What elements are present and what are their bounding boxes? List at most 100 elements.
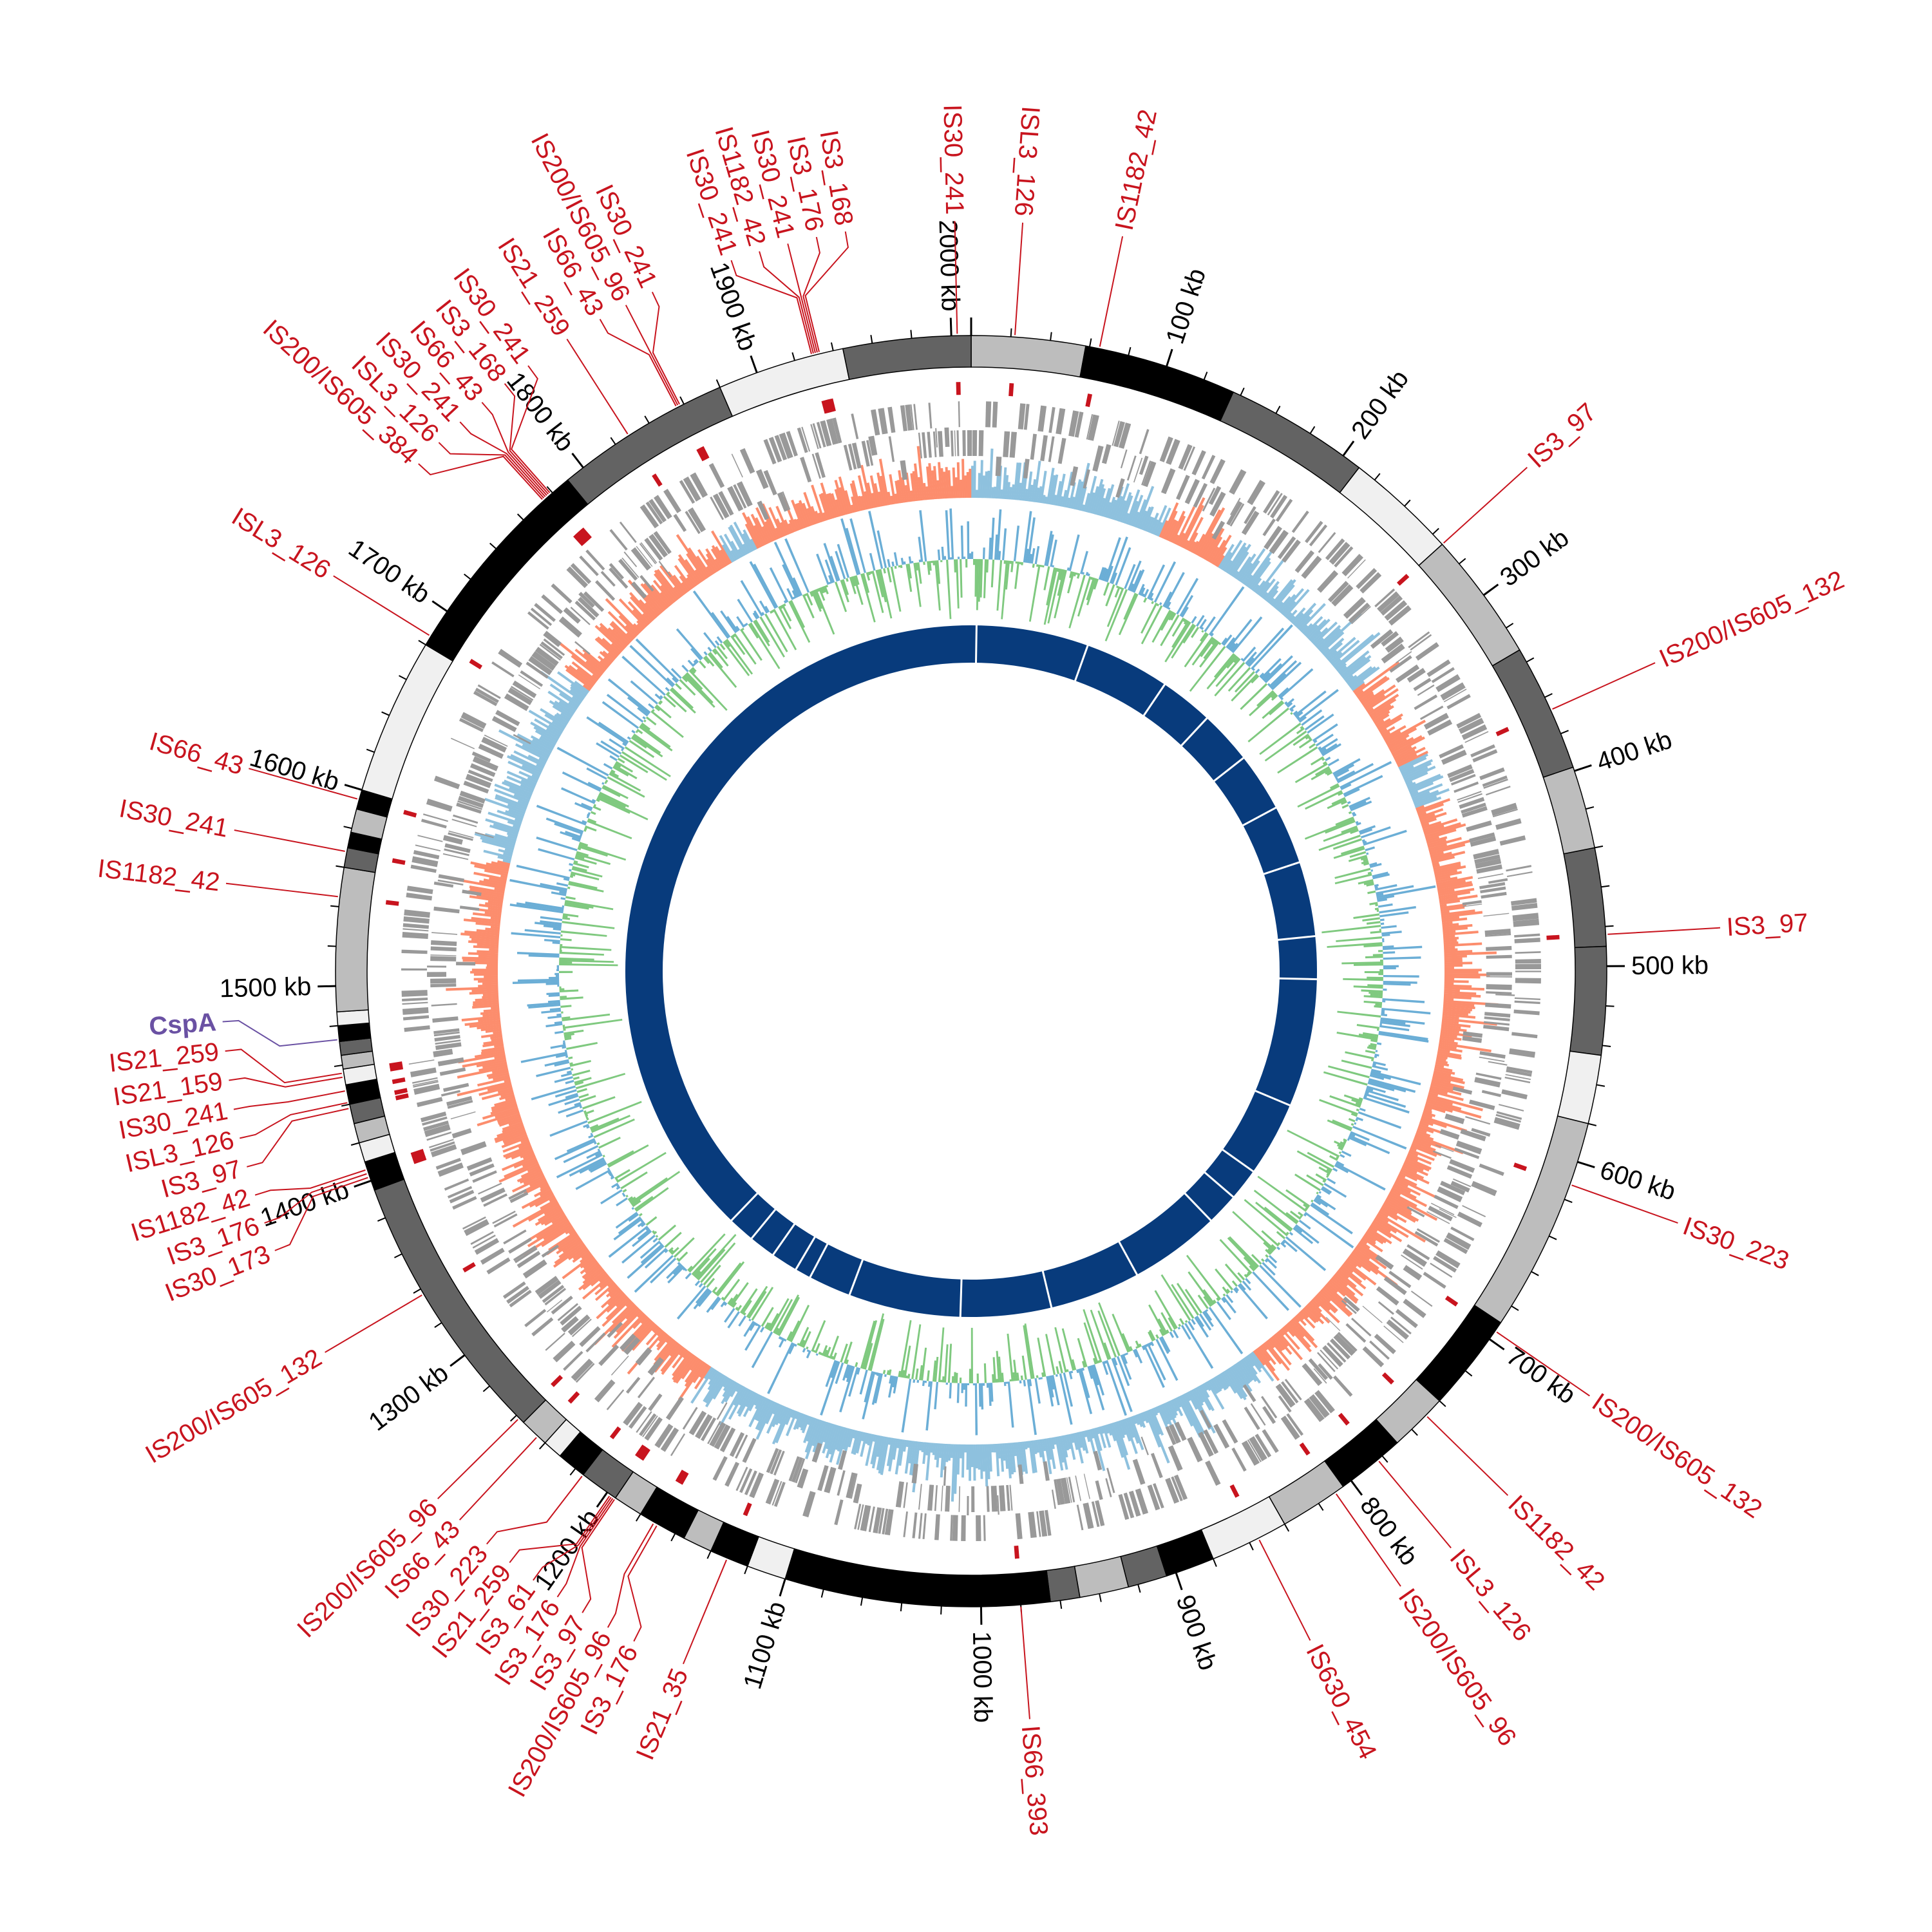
gc-content-bar — [1259, 672, 1265, 678]
gc-skew-positive — [772, 1405, 784, 1428]
gc-content-bar — [978, 559, 981, 602]
gc-skew-positive — [1287, 609, 1298, 621]
gc-content-bar — [849, 576, 857, 594]
gc-skew-negative — [568, 665, 595, 686]
gc-content-bar — [688, 669, 728, 711]
gene-feature — [402, 1001, 428, 1005]
gc-content-bar — [1318, 738, 1338, 752]
gc-skew-negative — [486, 862, 509, 870]
gc-content-bar — [724, 639, 731, 648]
gc-skew-negative — [591, 1272, 607, 1287]
gc-content-bar — [1271, 693, 1277, 699]
gc-skew-negative — [1191, 540, 1199, 553]
gc-skew-negative — [489, 877, 507, 883]
gene-feature — [539, 643, 562, 661]
gc-content-bar — [759, 1327, 765, 1333]
gene-feature — [504, 693, 529, 712]
gc-skew-negative — [869, 475, 879, 507]
contig-divider — [1263, 861, 1301, 875]
gc-skew-negative — [1167, 520, 1179, 542]
gene-feature — [729, 1432, 745, 1457]
gc-skew-negative — [468, 940, 499, 945]
gc-skew-positive — [1247, 1354, 1262, 1373]
gc-content-bar — [1242, 646, 1256, 662]
gc-content-bar — [898, 565, 901, 568]
gc-content-bar — [851, 576, 857, 587]
gene-feature — [1443, 688, 1467, 703]
gc-skew-negative — [1214, 547, 1227, 567]
gc-skew-negative — [1375, 1216, 1409, 1238]
gc-skew-negative — [857, 495, 864, 511]
gc-content-bar — [598, 721, 629, 743]
gc-content-bar — [783, 603, 786, 607]
inner-contig-ring — [625, 625, 1318, 1318]
gene-feature — [786, 431, 798, 457]
gene-feature — [1462, 900, 1482, 905]
gc-skew-positive — [1277, 596, 1291, 612]
gc-skew-negative — [491, 1102, 517, 1112]
gc-content-bar — [1362, 1032, 1379, 1037]
label-connector — [481, 402, 547, 496]
gene-feature — [520, 670, 544, 687]
label-connector — [533, 1497, 612, 1581]
gc-content-bar — [694, 1271, 701, 1278]
gc-content-bar — [590, 1117, 620, 1132]
gc-content-bar — [1378, 972, 1383, 976]
gene-feature — [530, 607, 553, 626]
contig-divider — [1204, 1171, 1235, 1198]
gc-content-bar — [1336, 936, 1382, 942]
gc-content-bar — [1079, 1368, 1090, 1398]
gene-feature — [912, 1512, 918, 1539]
gene-feature — [1314, 1390, 1335, 1414]
gc-skew-negative — [1287, 1321, 1311, 1348]
gc-skew-positive — [1028, 1441, 1036, 1473]
gene-feature — [412, 1077, 438, 1084]
gc-skew-negative — [706, 558, 717, 574]
gene-feature — [1495, 1113, 1521, 1123]
gc-skew-negative — [1305, 1305, 1325, 1325]
gene-feature — [1462, 1205, 1486, 1218]
gc-skew-positive — [1092, 478, 1104, 515]
major-tick — [431, 600, 448, 612]
gc-content-bar — [1184, 1320, 1188, 1323]
label-connector — [759, 251, 814, 354]
gene-feature — [1037, 405, 1047, 432]
is-element-mark — [678, 1471, 689, 1485]
gc-content-bar — [1056, 568, 1060, 573]
gc-content-bar — [1112, 1313, 1130, 1353]
gene-feature — [431, 932, 458, 935]
gc-skew-positive — [1175, 1397, 1182, 1408]
gene-feature — [763, 469, 777, 496]
gene-feature — [712, 493, 730, 519]
gene-feature — [958, 401, 960, 428]
gene-feature — [1414, 694, 1438, 710]
gc-skew-negative — [625, 625, 638, 638]
gc-content-bar — [778, 1336, 782, 1340]
gc-skew-positive — [1157, 507, 1171, 537]
gc-skew-positive — [806, 1417, 817, 1442]
gene-feature — [887, 406, 896, 433]
gc-skew-positive — [1138, 510, 1148, 529]
gc-skew-positive — [549, 700, 574, 717]
gc-content-bar — [830, 1360, 838, 1378]
gc-skew-negative — [1321, 1287, 1353, 1316]
gc-content-bar — [815, 1353, 819, 1356]
gc-content-bar — [1327, 1119, 1352, 1132]
gc-skew-negative — [1444, 966, 1454, 969]
gc-skew-positive — [1061, 1435, 1068, 1458]
gc-content-bar — [559, 963, 618, 967]
gc-skew-negative — [1371, 1222, 1403, 1243]
gc-content-bar — [955, 559, 960, 609]
gc-content-bar — [568, 882, 604, 893]
gene-feature — [1378, 1301, 1394, 1315]
gc-skew-positive — [1274, 584, 1295, 609]
gc-content-bar — [1032, 564, 1035, 568]
gc-skew-positive — [1320, 631, 1345, 654]
gc-content-bar — [1129, 1346, 1133, 1351]
gc-skew-negative — [618, 598, 647, 629]
gc-skew-negative — [1356, 676, 1388, 699]
gc-skew-positive — [1130, 495, 1144, 526]
gc-skew-negative — [471, 916, 501, 923]
gc-skew-negative — [1443, 999, 1499, 1007]
minor-tick — [1213, 1558, 1217, 1567]
